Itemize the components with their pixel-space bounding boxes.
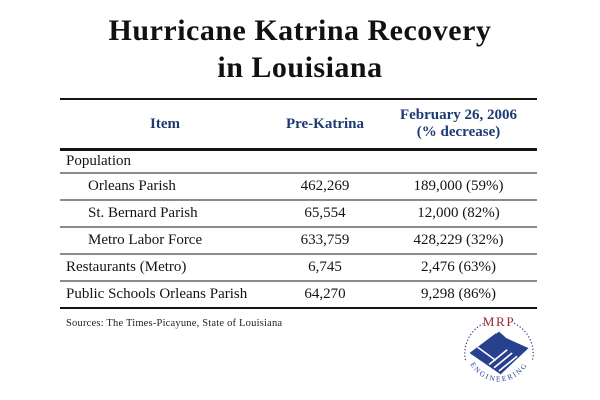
slide-title: Hurricane Katrina Recovery in Louisiana <box>0 12 600 86</box>
row-post-katrina-value: 428,229 (32%) <box>413 232 504 248</box>
column-header-pre-katrina: Pre-Katrina <box>285 115 365 132</box>
logo-wordmark: MRP <box>483 314 516 329</box>
row-item-label: St. Bernard Parish <box>88 205 198 221</box>
slide-title-line1: Hurricane Katrina Recovery <box>108 14 492 47</box>
row-pre-katrina-value: 64,270 <box>304 286 346 302</box>
row-pre-katrina-value: 6,745 <box>308 259 342 275</box>
column-header-item: Item <box>150 115 180 132</box>
handshake-icon <box>469 331 529 375</box>
row-item-label: Restaurants (Metro) <box>66 259 187 275</box>
table-header-row: Item Pre-Katrina February 26, 2006 (% de… <box>60 100 537 151</box>
row-post-katrina-value: 12,000 (82%) <box>417 205 500 221</box>
logo-dotted-arc-left <box>464 322 485 361</box>
row-pre-katrina-value: 462,269 <box>300 178 350 194</box>
sources-note: Sources: The Times-Picayune, State of Lo… <box>66 318 283 329</box>
row-item-label: Orleans Parish <box>88 178 176 194</box>
recovery-table: Item Pre-Katrina February 26, 2006 (% de… <box>60 98 537 309</box>
table-row-orleans-parish: Orleans Parish 462,269 189,000 (59%) <box>60 174 537 201</box>
row-post-katrina-value: 9,298 (86%) <box>421 286 496 302</box>
row-pre-katrina-value: 633,759 <box>300 232 350 248</box>
table-row-restaurants-metro: Restaurants (Metro) 6,745 2,476 (63%) <box>60 255 537 282</box>
row-item-label: Population <box>66 153 132 169</box>
row-post-katrina-value: 2,476 (63%) <box>421 259 496 275</box>
row-item-label: Metro Labor Force <box>88 232 203 248</box>
logo-dotted-arc-right <box>513 322 534 361</box>
mrp-engineering-logo: MRP ENGINEERING <box>464 314 534 383</box>
table-row-population: Population <box>60 151 537 174</box>
column-header-date-line2: (% decrease) <box>416 124 501 140</box>
row-item-label: Public Schools Orleans Parish <box>66 286 248 302</box>
column-header-date: February 26, 2006 (% decrease) <box>380 107 537 141</box>
table-row-metro-labor-force: Metro Labor Force 633,759 428,229 (32%) <box>60 228 537 255</box>
row-pre-katrina-value: 65,554 <box>304 205 346 221</box>
table-row-st-bernard-parish: St. Bernard Parish 65,554 12,000 (82%) <box>60 201 537 228</box>
slide-title-line2: in Louisiana <box>217 51 383 84</box>
column-header-date-line1: February 26, 2006 <box>399 107 518 123</box>
row-post-katrina-value: 189,000 (59%) <box>413 178 504 194</box>
table-row-public-schools: Public Schools Orleans Parish 64,270 9,2… <box>60 282 537 307</box>
